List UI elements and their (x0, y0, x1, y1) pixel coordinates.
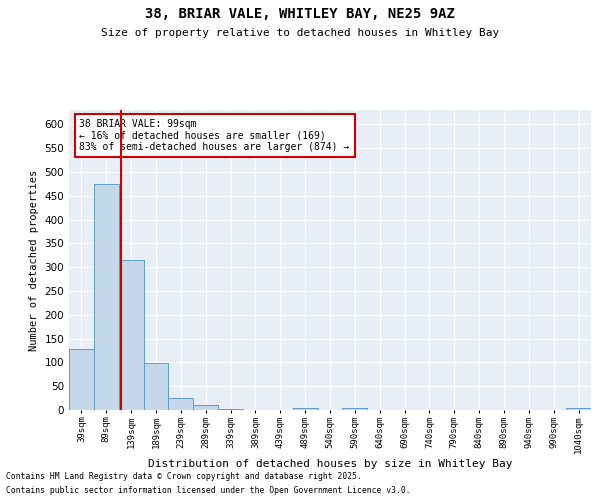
Text: Contains public sector information licensed under the Open Government Licence v3: Contains public sector information licen… (6, 486, 410, 495)
Bar (218, 408, 243, 410)
Bar (566, 408, 591, 410)
Bar (169, 398, 193, 410)
Bar (143, 364, 169, 410)
Text: 38 BRIAR VALE: 99sqm
← 16% of detached houses are smaller (169)
83% of semi-deta: 38 BRIAR VALE: 99sqm ← 16% of detached h… (79, 119, 350, 152)
Text: Size of property relative to detached houses in Whitley Bay: Size of property relative to detached ho… (101, 28, 499, 38)
Bar (94, 184, 119, 410)
Bar (69, 349, 94, 410)
Y-axis label: Number of detached properties: Number of detached properties (29, 170, 39, 350)
Text: Contains HM Land Registry data © Crown copyright and database right 2025.: Contains HM Land Registry data © Crown c… (6, 472, 362, 481)
Bar (193, 405, 218, 410)
Bar (343, 408, 367, 410)
Bar (293, 408, 317, 410)
Text: 38, BRIAR VALE, WHITLEY BAY, NE25 9AZ: 38, BRIAR VALE, WHITLEY BAY, NE25 9AZ (145, 8, 455, 22)
Bar (119, 260, 143, 410)
X-axis label: Distribution of detached houses by size in Whitley Bay: Distribution of detached houses by size … (148, 458, 512, 468)
